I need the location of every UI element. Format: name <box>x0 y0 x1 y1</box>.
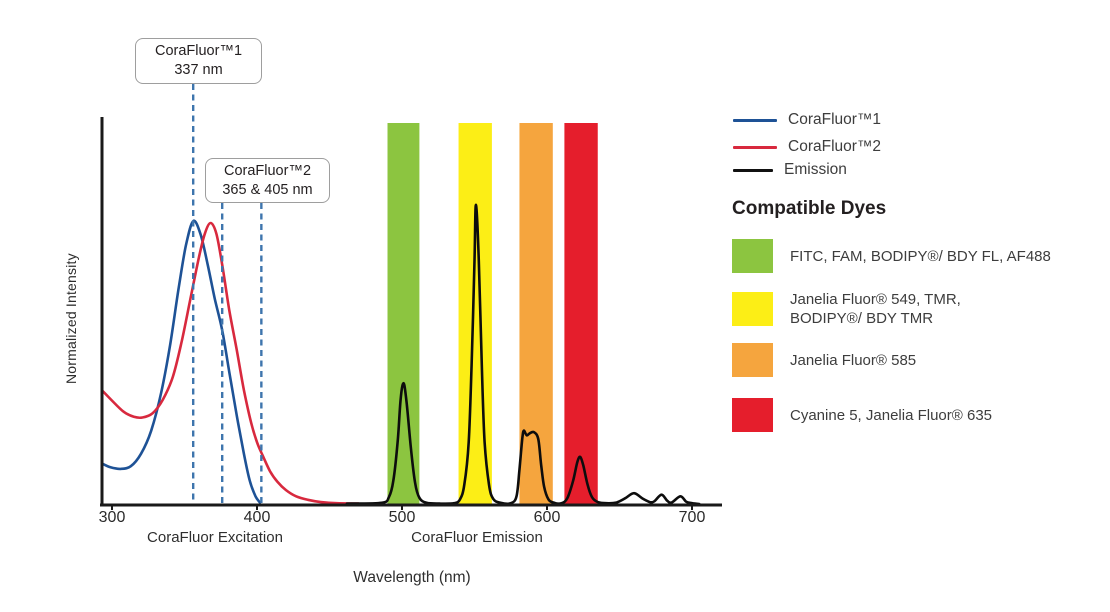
callout-corafluor2-wavelength: 365 & 405 nm <box>222 181 313 198</box>
x-tick-500: 500 <box>388 509 416 526</box>
dye-item-orange: Janelia Fluor® 585 <box>732 343 916 377</box>
dye-label: Cyanine 5, Janelia Fluor® 635 <box>790 406 993 424</box>
x-section-label-excitation: CoraFluor Excitation <box>147 529 283 546</box>
legend-label: Emission <box>784 161 847 178</box>
legend-line-sample-blue <box>733 118 777 122</box>
x-axis-title: Wavelength (nm) <box>353 569 471 586</box>
red-filter-band <box>564 123 598 505</box>
callout-corafluor1-337nm: CoraFluor™1 337 nm <box>135 38 262 84</box>
dye-label: Janelia Fluor® 549, TMR, BODIPY®/ BDY TM… <box>790 290 961 328</box>
dye-label-line2: BODIPY®/ BDY TMR <box>790 310 934 327</box>
legend-label: CoraFluor™2 <box>788 138 882 155</box>
legend-line-sample-black <box>733 168 773 172</box>
legend-item-emission: Emission <box>733 161 881 179</box>
legend-label: CoraFluor™1 <box>788 111 882 128</box>
y-axis-title: Normalized Intensity <box>63 253 79 385</box>
x-tick-600: 600 <box>533 509 561 526</box>
yellow-filter-band <box>458 123 492 505</box>
legend-item-corafluor1: CoraFluor™1 <box>733 111 881 129</box>
series-corafluor-2 <box>100 221 360 505</box>
callout-corafluor1-name: CoraFluor™1 <box>154 43 243 59</box>
compatible-dyes-heading: Compatible Dyes <box>732 198 887 219</box>
callout-corafluor2-name: CoraFluor™2 <box>223 162 312 179</box>
dye-item-red: Cyanine 5, Janelia Fluor® 635 <box>732 398 992 432</box>
callout-corafluor1-wavelength: 337 nm <box>174 62 223 78</box>
series-emission <box>345 203 701 506</box>
x-section-label-emission: CoraFluor Emission <box>411 529 543 546</box>
green-filter-swatch <box>732 239 773 273</box>
legend-item-corafluor2: CoraFluor™2 <box>733 138 881 156</box>
yellow-filter-swatch <box>732 292 773 326</box>
dye-label: Janelia Fluor® 585 <box>790 351 917 369</box>
dye-label-line1: Janelia Fluor® 549, TMR, <box>790 291 961 308</box>
orange-filter-swatch <box>732 343 773 377</box>
series-corafluor-1 <box>100 219 262 504</box>
dye-item-green: FITC, FAM, BODIPY®/ BDY FL, AF488 <box>732 239 1051 273</box>
dye-item-yellow: Janelia Fluor® 549, TMR, BODIPY®/ BDY TM… <box>732 290 961 328</box>
callout-corafluor2-365-405nm: CoraFluor™2 365 & 405 nm <box>205 158 330 203</box>
chart-legend: CoraFluor™1 CoraFluor™2 Emission <box>733 111 881 188</box>
x-tick-700: 700 <box>678 509 706 526</box>
red-filter-swatch <box>732 398 773 432</box>
dye-label: FITC, FAM, BODIPY®/ BDY FL, AF488 <box>790 247 1051 265</box>
legend-line-sample-red <box>733 145 777 149</box>
green-filter-band <box>387 123 420 505</box>
x-tick-400: 400 <box>243 509 271 526</box>
orange-filter-band <box>519 123 553 505</box>
x-tick-300: 300 <box>98 509 126 526</box>
